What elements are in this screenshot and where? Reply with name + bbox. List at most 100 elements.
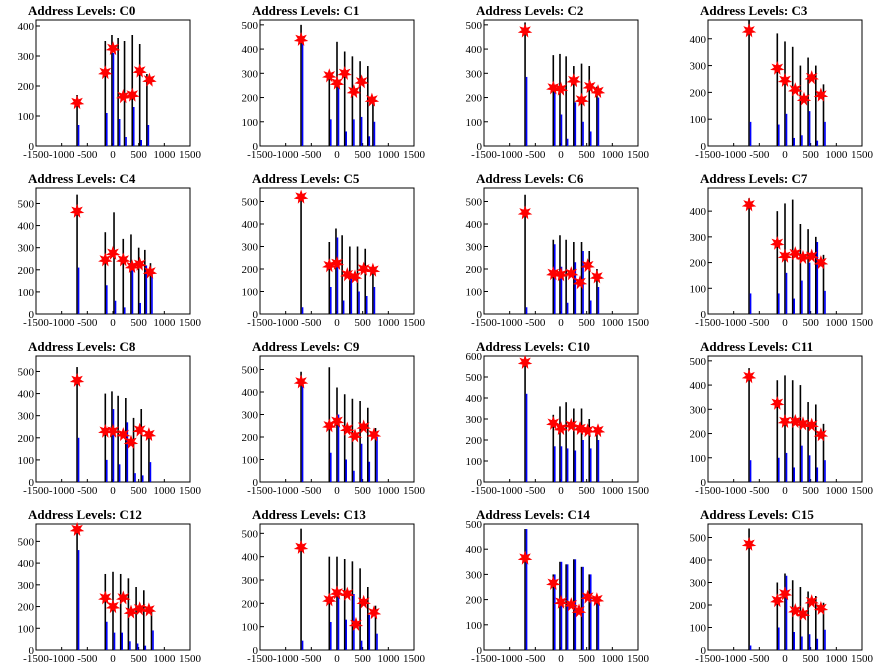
chart-svg: Address Levels: C60100200300400500-1500-… (466, 171, 650, 329)
y-tick-label: 100 (466, 456, 483, 468)
y-tick-label: 100 (18, 623, 35, 635)
x-tick-label: -1000 (497, 485, 523, 497)
star-marker (356, 594, 371, 609)
star-marker (517, 354, 533, 370)
y-tick-label: 0 (29, 645, 35, 657)
y-tick-label: 400 (242, 552, 259, 564)
star-marker (366, 605, 382, 620)
y-tick-label: 400 (466, 219, 483, 231)
chart-title: Address Levels: C0 (28, 3, 135, 18)
x-tick-label: -500 (301, 653, 322, 665)
star-marker (572, 421, 588, 436)
star-marker (590, 84, 606, 99)
chart-title: Address Levels: C6 (476, 171, 584, 186)
star-marker (813, 427, 829, 442)
star-marker (346, 84, 362, 99)
y-tick-label: 400 (690, 555, 707, 567)
star-marker (804, 417, 819, 432)
x-tick-label: 1000 (601, 149, 624, 161)
star-marker (517, 550, 533, 565)
y-tick-label: 200 (690, 600, 707, 612)
star-marker (329, 255, 345, 271)
star-marker (770, 395, 785, 410)
star-marker (546, 575, 561, 590)
x-tick-label: 1000 (825, 317, 848, 329)
star-marker (293, 374, 309, 389)
star-marker (329, 413, 345, 428)
star-marker (741, 536, 757, 551)
star-marker (770, 60, 785, 75)
chart-title: Address Levels: C13 (252, 507, 366, 522)
x-tick-label: -1500 (471, 317, 497, 329)
y-tick-label: 300 (18, 243, 35, 255)
x-tick-label: 500 (354, 317, 371, 329)
y-tick-label: 400 (242, 387, 259, 399)
x-tick-label: 0 (110, 653, 116, 665)
star-marker (123, 434, 139, 449)
y-tick-label: 100 (690, 283, 707, 295)
star-marker (795, 416, 811, 431)
chart-svg: Address Levels: C15 0 100 200 300 400 500 -1500… (690, 507, 874, 665)
y-tick-label: 0 (253, 309, 259, 321)
chart-svg: Address Levels: C12 0 100 200 300 400 500 -1500… (18, 507, 202, 665)
x-tick-label: 0 (110, 485, 116, 497)
y-tick-label: 200 (18, 265, 35, 277)
chart-title: Address Levels: C11 (700, 339, 813, 354)
y-tick-label: 0 (253, 141, 259, 153)
y-tick-label: 200 (690, 87, 707, 99)
chart-title: Address Levels: C3 (700, 3, 808, 18)
star-marker (356, 419, 371, 434)
x-tick-label: 500 (130, 317, 147, 329)
star-marker (777, 72, 793, 88)
y-tick-label: 200 (690, 258, 707, 270)
star-marker (116, 89, 131, 104)
y-tick-label: 500 (466, 519, 483, 531)
x-tick-label: -1000 (49, 149, 75, 161)
x-tick-label: -1500 (23, 485, 49, 497)
x-tick-label: -1500 (23, 149, 49, 161)
y-tick-label: 200 (242, 432, 259, 444)
x-tick-label: -500 (77, 485, 98, 497)
y-tick-label: 400 (690, 34, 707, 46)
star-marker (69, 95, 85, 110)
y-tick-label: 300 (242, 410, 259, 422)
x-tick-label: 500 (802, 653, 819, 665)
y-tick-label: 400 (690, 380, 707, 392)
x-tick-label: 500 (802, 485, 819, 497)
x-tick-label: 1500 (851, 317, 874, 329)
y-tick-label: 100 (690, 114, 707, 126)
chart-panel: Address Levels: C10 0 100 200 300 400 500 600 -1… (448, 336, 672, 504)
y-tick-label: 0 (477, 141, 483, 153)
x-tick-label: 0 (334, 149, 340, 161)
x-tick-label: 0 (334, 317, 340, 329)
star-marker (322, 592, 337, 607)
chart-title: Address Levels: C1 (252, 3, 359, 18)
y-tick-label: 100 (242, 622, 259, 634)
x-tick-label: 1000 (601, 317, 624, 329)
x-tick-label: -1500 (471, 653, 497, 665)
star-marker (546, 415, 561, 430)
star-marker (348, 616, 364, 632)
star-marker (580, 258, 595, 273)
x-tick-label: -1500 (471, 485, 497, 497)
chart-panel: Address Levels: C1 0 100 200 300 400 500 -1500-… (224, 0, 448, 168)
chart-svg: Address Levels: C20100200300400500-1500-… (466, 3, 650, 161)
x-tick-label: -1500 (23, 317, 49, 329)
x-tick-label: 1500 (403, 149, 426, 161)
y-tick-label: 100 (18, 287, 35, 299)
x-tick-label: 1500 (403, 317, 426, 329)
x-tick-label: -1500 (247, 149, 273, 161)
x-tick-label: 1000 (601, 653, 624, 665)
star-marker (354, 74, 369, 89)
y-tick-label: 300 (466, 414, 483, 426)
y-tick-label: 500 (242, 197, 259, 209)
chart-panel: Address Levels: C7 0 100 200 300 400 -1500 -100… (672, 168, 896, 336)
chart-svg: Address Levels: C14 0 100 200 300 400 500 -1500… (466, 507, 650, 665)
y-tick-label: 500 (690, 533, 707, 545)
x-tick-label: 1500 (627, 653, 650, 665)
x-tick-label: 1000 (825, 485, 848, 497)
y-tick-label: 300 (690, 232, 707, 244)
x-tick-label: 1500 (179, 653, 202, 665)
x-tick-label: -500 (301, 149, 322, 161)
